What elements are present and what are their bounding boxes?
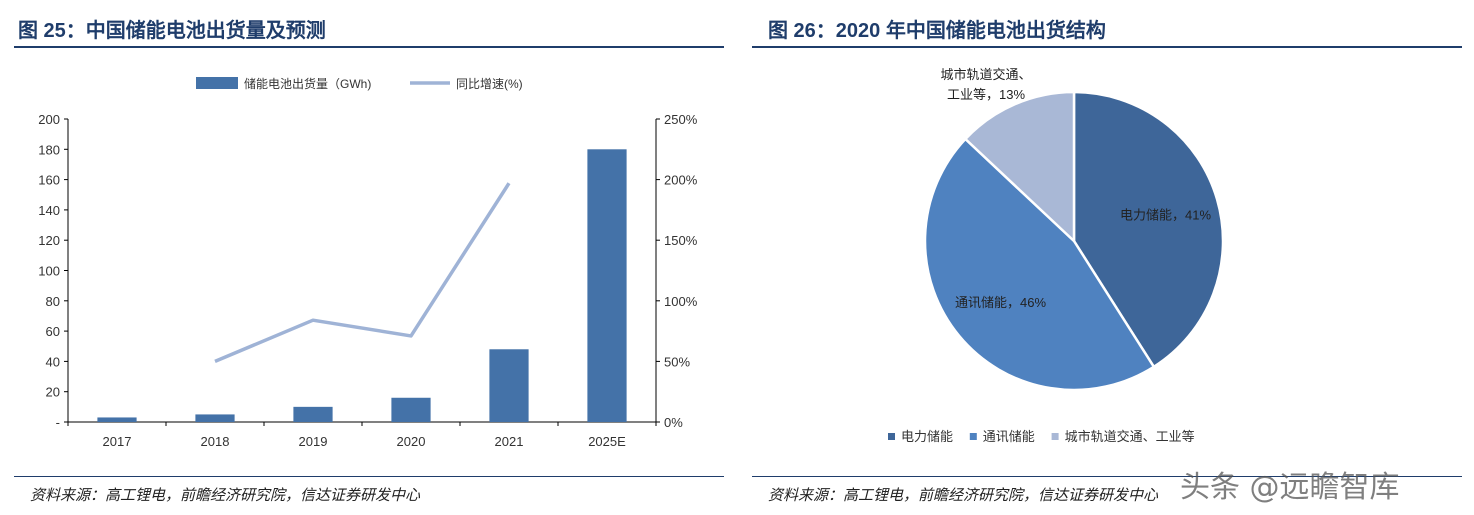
pie-slice <box>963 90 1076 244</box>
title-underline <box>14 46 724 48</box>
source-rule <box>14 476 724 477</box>
y2-tick-label: 0% <box>664 415 683 430</box>
x-tick-label: 2021 <box>495 434 524 449</box>
pie-chart: 电力储能，41% 通讯储能，46% 城市轨道交通、工业等，13% 电力储能 通讯储能 城市… <box>888 67 1225 444</box>
legend-label: 城市轨道交通、工业等 <box>1065 429 1195 444</box>
bar <box>587 149 627 423</box>
y2-tick-label: 100% <box>664 294 698 309</box>
y-tick-label: 180 <box>38 142 60 157</box>
x-tick-label: 2017 <box>103 434 132 449</box>
x-tick-label: 2020 <box>397 434 426 449</box>
pie-label: 城市轨道交通、 <box>940 67 1031 82</box>
bar-line-chart: - 20 40 60 80 100 120 140 160 180 200 0% 50% 100% 150%… <box>38 76 698 449</box>
y2-tick-label: 150% <box>664 233 698 248</box>
bar <box>195 414 235 422</box>
y-tick-label: - <box>56 415 60 430</box>
bar <box>489 349 529 422</box>
bar <box>293 406 333 422</box>
y-tick-label: 20 <box>46 385 60 400</box>
y-tick-label: 120 <box>38 233 60 248</box>
pie-chart-title: 图 26：2020 年中国储能电池出货结构 <box>768 20 1106 42</box>
legend-label: 电力储能 <box>901 429 953 444</box>
x-tick-label: 2019 <box>299 434 328 449</box>
y-tick-label: 100 <box>38 264 60 279</box>
legend-label-line: 同比增速(%) <box>456 77 523 91</box>
bar <box>97 417 137 422</box>
legend-swatch-bar <box>196 77 238 89</box>
x-tick-label: 2025E <box>588 434 626 449</box>
bar <box>391 397 431 422</box>
title-underline <box>752 46 1462 48</box>
y-tick-label: 140 <box>38 203 60 218</box>
legend-label: 通讯储能 <box>983 429 1035 444</box>
y-tick-label: 40 <box>46 354 60 369</box>
y-tick-label: 200 <box>38 112 60 127</box>
watermark: 头条 @远瞻智库 <box>1180 470 1400 505</box>
pie-label: 工业等，13% <box>947 87 1025 102</box>
pie-slice <box>923 137 1156 392</box>
bar-chart-source: 资料来源：高工锂电，前瞻经济研究院，信达证券研发中心 <box>30 486 421 504</box>
legend-label-bar: 储能电池出货量（GWh) <box>244 76 371 91</box>
legend-swatch <box>888 433 895 440</box>
bar-chart-title: 图 25：中国储能电池出货量及预测 <box>18 20 326 42</box>
legend-swatch <box>969 433 977 440</box>
pie-chart-source: 资料来源：高工锂电，前瞻经济研究院，信达证券研发中心 <box>768 486 1159 504</box>
growth-line <box>214 182 511 364</box>
y-tick-label: 80 <box>46 294 60 309</box>
y2-tick-label: 50% <box>664 354 690 369</box>
y-tick-label: 160 <box>38 173 60 188</box>
y2-tick-label: 200% <box>664 173 698 188</box>
y-tick-label: 60 <box>46 324 60 339</box>
source-rule <box>752 476 1462 477</box>
pie-label: 通讯储能，46% <box>955 295 1046 310</box>
y2-tick-label: 250% <box>664 112 698 127</box>
legend-swatch <box>1051 433 1059 440</box>
x-tick-label: 2018 <box>201 434 230 449</box>
pie-label: 电力储能，41% <box>1120 207 1211 222</box>
